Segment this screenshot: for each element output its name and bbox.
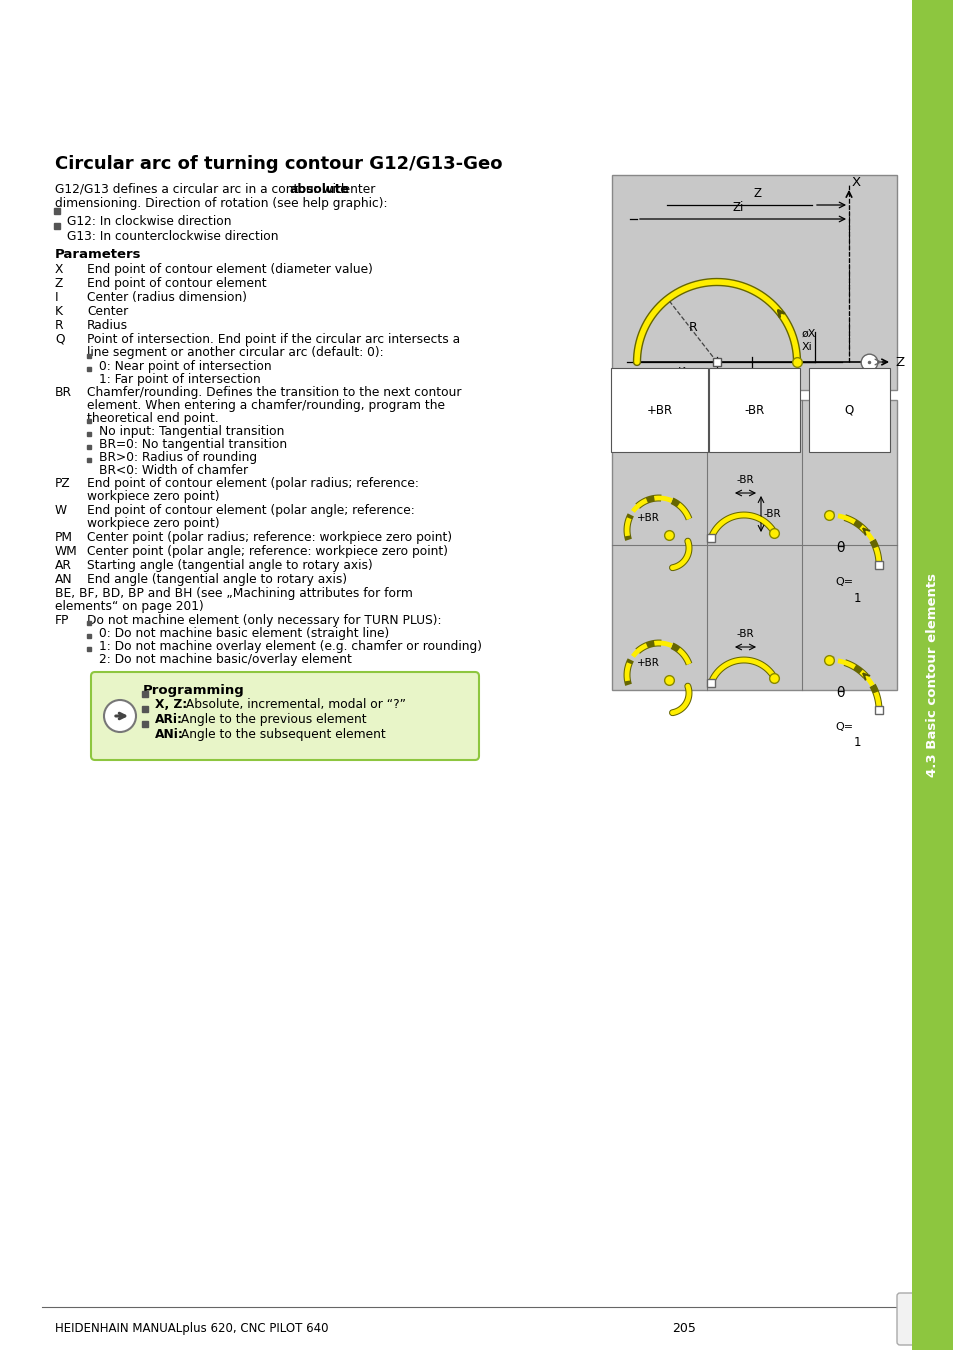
Text: Programming: Programming <box>143 684 245 697</box>
Text: G12: In clockwise direction: G12: In clockwise direction <box>67 215 232 228</box>
Text: PZ: PZ <box>55 477 71 490</box>
Text: Parameters: Parameters <box>55 248 141 261</box>
Text: absolute: absolute <box>289 184 349 196</box>
Text: Center point (polar radius; reference: workpiece zero point): Center point (polar radius; reference: w… <box>87 531 452 544</box>
Text: 2: Do not machine basic/overlay element: 2: Do not machine basic/overlay element <box>99 653 352 666</box>
Text: X: X <box>55 263 63 275</box>
Text: Starting angle (tangential angle to rotary axis): Starting angle (tangential angle to rota… <box>87 559 373 572</box>
Bar <box>612 176 896 390</box>
Text: End angle (tangential angle to rotary axis): End angle (tangential angle to rotary ax… <box>87 572 347 586</box>
Text: G13: In counterclockwise direction: G13: In counterclockwise direction <box>67 230 278 243</box>
Text: +BR: +BR <box>646 404 672 417</box>
Text: Angle to the subsequent element: Angle to the subsequent element <box>177 728 385 741</box>
Text: R: R <box>688 321 697 333</box>
Text: θ: θ <box>836 686 844 701</box>
Text: X: X <box>851 177 861 189</box>
FancyBboxPatch shape <box>896 1293 948 1345</box>
Text: BR: BR <box>55 386 71 400</box>
Text: center: center <box>332 184 375 196</box>
Text: Q: Q <box>844 404 853 417</box>
Circle shape <box>104 701 136 732</box>
Text: elements“ on page 201): elements“ on page 201) <box>55 599 204 613</box>
Text: AN: AN <box>55 572 72 586</box>
Text: Q=: Q= <box>834 722 852 732</box>
Text: ARi:: ARi: <box>154 713 183 726</box>
Text: BR>0: Radius of rounding: BR>0: Radius of rounding <box>99 451 257 464</box>
Text: X, Z:: X, Z: <box>154 698 187 711</box>
Text: workpiece zero point): workpiece zero point) <box>87 490 219 504</box>
Text: Xi: Xi <box>801 342 812 352</box>
Text: -BR: -BR <box>763 509 781 518</box>
Text: BR=0: No tangential transition: BR=0: No tangential transition <box>99 437 287 451</box>
Text: 1: 1 <box>852 737 860 749</box>
Text: element. When entering a chamfer/rounding, program the: element. When entering a chamfer/roundin… <box>87 400 444 412</box>
Text: +BR: +BR <box>637 657 659 668</box>
Text: FP: FP <box>55 614 70 626</box>
Text: Point of intersection. End point if the circular arc intersects a: Point of intersection. End point if the … <box>87 333 459 346</box>
Bar <box>911 0 953 1350</box>
Text: PM: PM <box>55 531 73 544</box>
Text: Z: Z <box>753 188 761 200</box>
Text: Radius: Radius <box>87 319 128 332</box>
Text: Center: Center <box>87 305 128 319</box>
Text: I: I <box>754 370 757 382</box>
Text: Z: Z <box>55 277 63 290</box>
Text: Circular arc of turning contour G12/G13-Geo: Circular arc of turning contour G12/G13-… <box>55 155 502 173</box>
Text: BE, BF, BD, BP and BH (see „Machining attributes for form: BE, BF, BD, BP and BH (see „Machining at… <box>55 587 413 599</box>
Text: 205: 205 <box>671 1322 695 1335</box>
Text: WM: WM <box>55 545 77 558</box>
Text: End point of contour element (diameter value): End point of contour element (diameter v… <box>87 263 373 275</box>
Text: -BR: -BR <box>736 475 754 485</box>
Text: G12/G13 defines a circular arc in a contour with: G12/G13 defines a circular arc in a cont… <box>55 184 352 196</box>
Text: workpiece zero point): workpiece zero point) <box>87 517 219 531</box>
Text: K: K <box>678 366 685 379</box>
Text: 0: Do not machine basic element (straight line): 0: Do not machine basic element (straigh… <box>99 626 389 640</box>
Text: R: R <box>55 319 64 332</box>
Text: θ: θ <box>836 541 844 555</box>
Text: +BR: +BR <box>637 513 659 522</box>
Text: Angle to the previous element: Angle to the previous element <box>177 713 366 726</box>
Text: dimensioning. Direction of rotation (see help graphic):: dimensioning. Direction of rotation (see… <box>55 197 387 211</box>
Bar <box>612 400 896 690</box>
Text: Center point (polar angle; reference: workpiece zero point): Center point (polar angle; reference: wo… <box>87 545 448 558</box>
Text: line segment or another circular arc (default: 0):: line segment or another circular arc (de… <box>87 346 383 359</box>
Text: Chamfer/rounding. Defines the transition to the next contour: Chamfer/rounding. Defines the transition… <box>87 386 461 400</box>
Text: øX: øX <box>801 329 816 339</box>
Text: W: W <box>55 504 67 517</box>
Text: theoretical end point.: theoretical end point. <box>87 412 218 425</box>
Text: Absolute, incremental, modal or “?”: Absolute, incremental, modal or “?” <box>182 698 406 711</box>
Text: 1: Do not machine overlay element (e.g. chamfer or rounding): 1: Do not machine overlay element (e.g. … <box>99 640 481 653</box>
Text: BR<0: Width of chamfer: BR<0: Width of chamfer <box>99 464 248 477</box>
Text: Center (radius dimension): Center (radius dimension) <box>87 292 247 304</box>
Text: End point of contour element (polar radius; reference:: End point of contour element (polar radi… <box>87 477 418 490</box>
Text: Q=: Q= <box>834 576 852 587</box>
Text: Zi: Zi <box>732 201 743 215</box>
Text: i: i <box>918 1304 926 1334</box>
Text: AR: AR <box>55 559 71 572</box>
Text: -BR: -BR <box>736 629 754 639</box>
Text: 1: Far point of intersection: 1: Far point of intersection <box>99 373 260 386</box>
Text: 1: 1 <box>852 591 860 605</box>
Text: ANi:: ANi: <box>154 728 184 741</box>
Text: 4.3 Basic contour elements: 4.3 Basic contour elements <box>925 572 939 778</box>
Text: End point of contour element (polar angle; reference:: End point of contour element (polar angl… <box>87 504 415 517</box>
Text: End point of contour element: End point of contour element <box>87 277 266 290</box>
Text: I: I <box>55 292 58 304</box>
Text: No input: Tangential transition: No input: Tangential transition <box>99 425 284 437</box>
Text: K: K <box>55 305 63 319</box>
Text: -BR: -BR <box>743 404 763 417</box>
Text: Do not machine element (only necessary for TURN PLUS):: Do not machine element (only necessary f… <box>87 614 441 626</box>
Text: Z: Z <box>894 355 903 369</box>
Text: HEIDENHAIN MANUALplus 620, CNC PILOT 640: HEIDENHAIN MANUALplus 620, CNC PILOT 640 <box>55 1322 328 1335</box>
Text: Q: Q <box>55 333 65 346</box>
FancyBboxPatch shape <box>91 672 478 760</box>
Text: 0: Near point of intersection: 0: Near point of intersection <box>99 360 272 373</box>
